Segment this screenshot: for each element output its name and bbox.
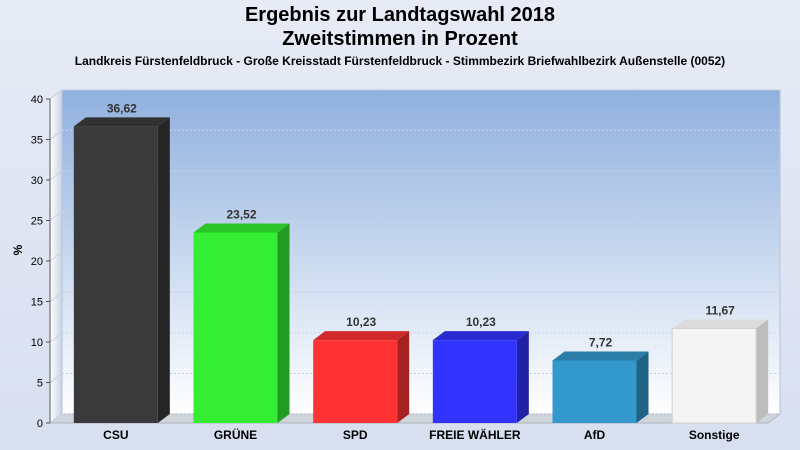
- bar-top: [552, 351, 649, 361]
- y-tick-label: 40: [31, 94, 43, 106]
- bar: [671, 327, 757, 424]
- data-label: 11,67: [705, 303, 735, 317]
- gridline-side: [49, 211, 63, 221]
- bar-side: [516, 331, 529, 423]
- data-label: 10,23: [466, 315, 496, 329]
- gridline-side: [49, 251, 63, 262]
- data-label: 23,52: [226, 207, 256, 221]
- bar-side: [397, 331, 410, 423]
- data-label: 36,62: [107, 101, 137, 115]
- x-tick-label: FREIE WÄHLER: [429, 427, 521, 442]
- y-tick-label: 30: [31, 175, 43, 187]
- bar-side: [756, 319, 769, 423]
- y-tick-label: 35: [31, 135, 43, 147]
- gridline-side: [49, 332, 63, 343]
- bar-top: [73, 117, 170, 127]
- gridline-side: [49, 130, 63, 140]
- chart-subtitle: Landkreis Fürstenfeldbruck - Große Kreis…: [74, 54, 726, 68]
- gridline-side: [49, 292, 63, 302]
- y-tick-label: 15: [31, 297, 43, 309]
- y-tick-label: 25: [31, 216, 43, 228]
- bar: [432, 340, 517, 423]
- gridline-side: [49, 373, 63, 383]
- bar: [73, 126, 158, 424]
- chart-title-line2: Zweitstimmen in Prozent: [282, 28, 518, 50]
- x-tick-label: CSU: [103, 428, 128, 442]
- gridline-side: [49, 413, 63, 424]
- bar-side: [157, 117, 170, 424]
- bar-top: [672, 319, 769, 329]
- y-tick-label: 0: [37, 418, 43, 430]
- x-tick-label: AfD: [584, 428, 606, 442]
- gridline-side: [49, 89, 63, 100]
- y-tick-label: 5: [37, 378, 43, 390]
- bar: [552, 360, 637, 423]
- data-label: 10,23: [346, 315, 376, 329]
- x-tick-label: Sonstige: [689, 428, 740, 442]
- gridline-side: [49, 170, 63, 181]
- y-axis-label: %: [11, 244, 25, 255]
- x-tick-label: GRÜNE: [214, 427, 257, 442]
- bar: [313, 340, 398, 423]
- x-tick-label: SPD: [343, 428, 368, 442]
- bar-top: [193, 223, 290, 233]
- bar: [193, 232, 278, 423]
- y-tick-label: 20: [31, 256, 43, 268]
- bar-side: [636, 351, 649, 423]
- bar-top: [313, 331, 410, 341]
- bar-side: [277, 223, 290, 423]
- y-tick-label: 10: [31, 337, 43, 349]
- bar-top: [432, 331, 529, 341]
- data-label: 7,72: [589, 335, 613, 349]
- chart-title-line1: Ergebnis zur Landtagswahl 2018: [244, 4, 556, 26]
